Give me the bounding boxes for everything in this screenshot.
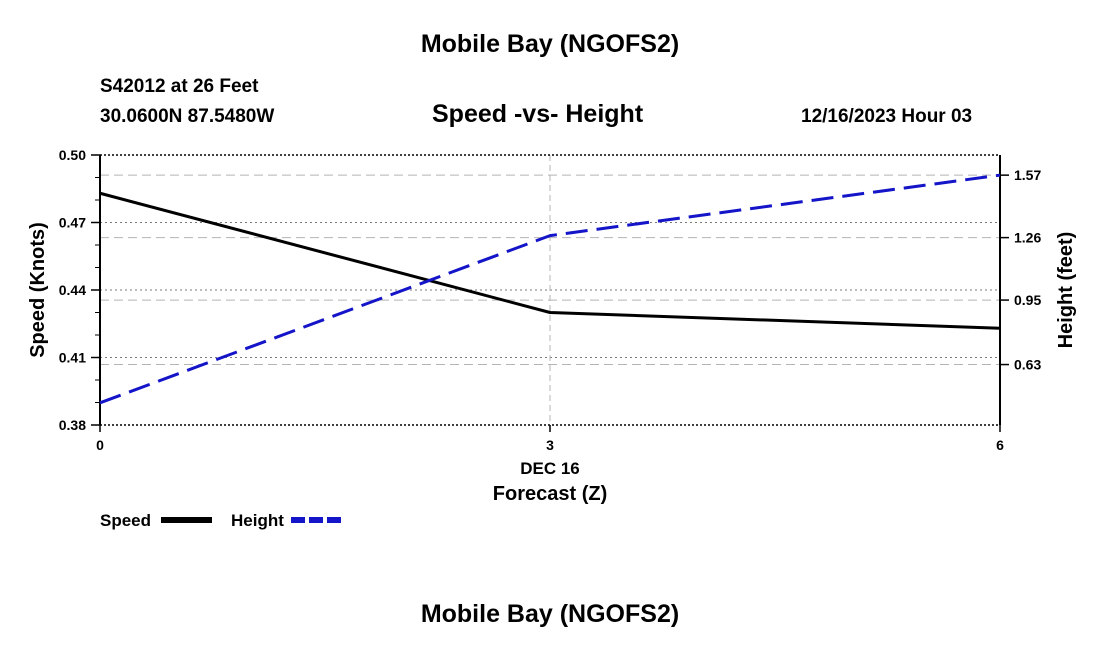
forecast-datetime: 12/16/2023 Hour 03 bbox=[801, 106, 973, 127]
y-right-tick-label-0: 0.63 bbox=[1014, 357, 1041, 373]
y-right-tick-label-1: 0.95 bbox=[1014, 292, 1041, 308]
x-date-label: DEC 16 bbox=[520, 459, 580, 478]
axes-layer: 0.38 0.41 0.44 0.47 0.50 0.63 0.95 1.26 1.57 0 3 6 bbox=[59, 147, 1042, 453]
y-axis-right-title: Height (feet) bbox=[1055, 232, 1077, 349]
y-left-tick-label-2: 0.44 bbox=[59, 282, 86, 298]
x-tick-label-2: 6 bbox=[996, 437, 1004, 453]
legend-label-height: Height bbox=[231, 511, 284, 530]
y-left-tick-label-3: 0.47 bbox=[59, 215, 86, 231]
x-tick-label-0: 0 bbox=[96, 437, 104, 453]
series-line-height bbox=[99, 173, 1001, 405]
station-coordinates: 30.0600N 87.5480W bbox=[100, 106, 275, 127]
series-line-speed bbox=[99, 191, 1001, 330]
y-right-tick-label-3: 1.57 bbox=[1014, 167, 1041, 183]
footer-title: Mobile Bay (NGOFS2) bbox=[420, 600, 680, 628]
y-right-tick-label-2: 1.26 bbox=[1014, 230, 1041, 246]
page-title: Mobile Bay (NGOFS2) bbox=[420, 30, 680, 58]
chart-title: Speed -vs- Height bbox=[432, 100, 644, 128]
legend-label-speed: Speed bbox=[100, 511, 151, 530]
legend: Speed Height bbox=[100, 511, 343, 530]
x-axis-title: Forecast (Z) bbox=[493, 483, 607, 505]
grid-layer bbox=[100, 155, 1000, 425]
y-axis-left-title: Speed (Knots) bbox=[27, 222, 49, 358]
y-left-tick-label-0: 0.38 bbox=[59, 417, 86, 433]
labels-layer: DEC 16 Forecast (Z) Speed (Knots) Height… bbox=[27, 222, 1077, 505]
y-left-tick-label-1: 0.41 bbox=[59, 350, 86, 366]
series-layer bbox=[99, 173, 1001, 405]
y-left-tick-label-4: 0.50 bbox=[59, 147, 86, 163]
x-tick-label-1: 3 bbox=[546, 437, 554, 453]
station-label: S42012 at 26 Feet bbox=[100, 76, 259, 97]
